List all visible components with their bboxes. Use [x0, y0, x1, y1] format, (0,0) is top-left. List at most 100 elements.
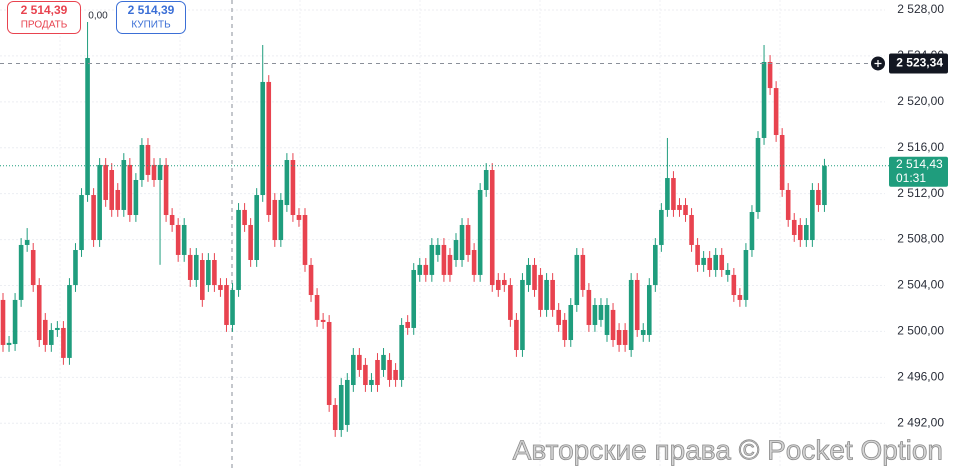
candle-body: [260, 81, 266, 196]
sell-box[interactable]: [7, 1, 81, 34]
candle-body: [151, 164, 157, 180]
candle-body: [761, 61, 767, 138]
candle-body: [308, 264, 314, 296]
candle-body: [791, 219, 797, 235]
candle-body: [477, 189, 483, 275]
candle-body: [230, 289, 235, 325]
candle-body: [459, 224, 465, 260]
candle-body: [767, 61, 773, 89]
candle-body: [254, 195, 259, 260]
y-tick-label: 2 528,00: [897, 2, 944, 16]
candle-body: [55, 327, 60, 331]
candle-body: [592, 304, 598, 325]
y-tick-label: 2 516,00: [897, 140, 944, 154]
candle-body: [411, 269, 417, 328]
candle-body: [677, 205, 682, 210]
candle-body: [683, 205, 688, 216]
candle-body: [556, 309, 561, 325]
candle-body: [236, 209, 241, 290]
candle-body: [574, 254, 580, 305]
candle-body: [30, 250, 36, 286]
candle-body: [719, 254, 725, 270]
current-price-timer: 01:31: [896, 171, 926, 185]
candle-body: [797, 224, 803, 241]
candle-body: [640, 330, 646, 335]
candle-body: [701, 257, 706, 265]
candle-body: [242, 209, 247, 225]
candle-body: [139, 144, 145, 180]
candle-body: [206, 260, 211, 286]
candle-body: [659, 209, 664, 245]
add-alert-button[interactable]: [870, 55, 886, 72]
candle-body: [6, 342, 12, 345]
candle-body: [387, 359, 392, 380]
candle-body: [423, 264, 429, 275]
candle-body: [508, 285, 513, 320]
candle-body: [749, 212, 755, 251]
candle-body: [278, 199, 284, 241]
candle-body: [695, 244, 700, 265]
candle-body: [580, 254, 586, 290]
candle-body: [465, 224, 471, 255]
candle-body: [290, 160, 296, 216]
candle-body: [628, 279, 634, 350]
candle-body: [145, 144, 151, 175]
candle-body: [127, 164, 133, 216]
candle-body: [568, 304, 574, 341]
y-tick-label: 2 496,00: [897, 369, 944, 383]
candle-body: [610, 309, 616, 341]
candle-body: [314, 295, 320, 320]
y-tick-label: 2 512,00: [897, 186, 944, 200]
candle-body: [351, 354, 356, 386]
candle-body: [804, 224, 809, 241]
spread: 0,00: [88, 11, 108, 22]
candle-body: [121, 160, 127, 210]
candle-body: [634, 279, 640, 331]
candle-body: [399, 324, 404, 380]
candle-body: [272, 199, 278, 241]
candle-body: [779, 134, 785, 190]
watermark: Авторские права © Pocket Option: [513, 434, 943, 465]
candle-body: [731, 274, 737, 296]
candle-body: [36, 285, 42, 341]
candle-body: [344, 379, 350, 425]
candle-body: [810, 189, 815, 241]
candle-body: [646, 285, 652, 335]
buy-button[interactable]: 2 514,39 КУПИТЬ: [116, 1, 186, 34]
sell-button[interactable]: 2 514,39 ПРОДАТЬ: [7, 1, 81, 34]
candle-body: [653, 244, 658, 286]
candle-body: [18, 244, 24, 300]
current-price-label: 2 514,43: [896, 157, 943, 171]
candle-body: [447, 254, 453, 275]
candle-body: [85, 57, 90, 196]
candle-body: [586, 289, 592, 325]
candles: [0, 22, 827, 437]
candle-body: [363, 364, 368, 386]
candle-body: [755, 137, 761, 213]
candle-body: [212, 260, 217, 286]
buy-price: 2 514,39: [128, 3, 175, 17]
candle-body: [97, 164, 102, 241]
candle-body: [224, 285, 229, 325]
candle-body: [489, 170, 495, 286]
candle-body: [405, 321, 410, 328]
candle-body: [616, 330, 622, 345]
crosshair-label: 2 523,34: [896, 56, 943, 70]
candle-body: [109, 170, 115, 210]
candle-body: [538, 274, 543, 310]
candle-body: [622, 330, 628, 345]
candle-body: [357, 354, 362, 370]
candle-body: [49, 330, 54, 345]
candle-body: [713, 254, 719, 270]
buy-box[interactable]: [116, 1, 186, 34]
candle-body: [785, 189, 791, 220]
y-tick-label: 2 492,00: [897, 415, 944, 429]
grid: [0, 0, 885, 468]
candle-body: [73, 250, 78, 286]
candle-body: [193, 254, 199, 280]
candle-body: [435, 244, 441, 255]
candle-body: [187, 254, 193, 280]
candle-body: [737, 295, 743, 300]
candle-body: [266, 81, 272, 216]
